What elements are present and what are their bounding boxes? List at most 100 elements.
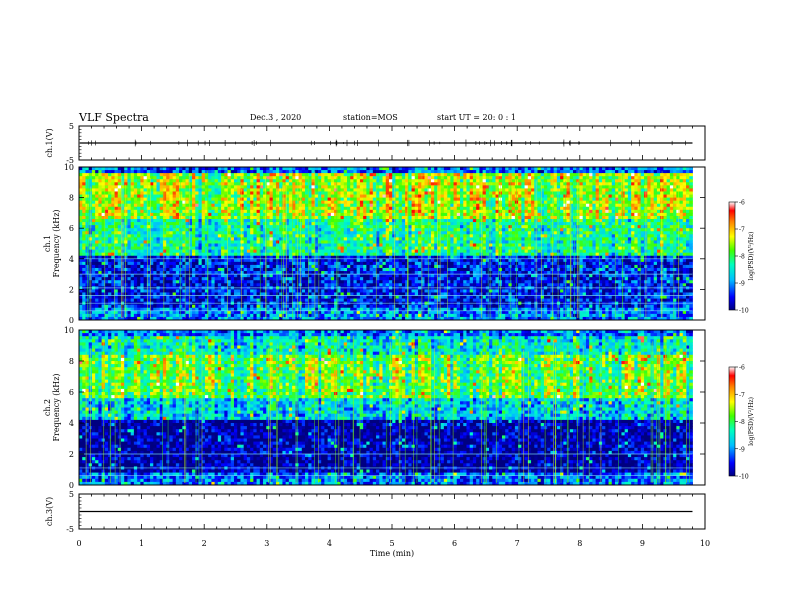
spectrogram-cell	[79, 228, 83, 232]
spectrogram-cell	[204, 237, 209, 241]
spectrogram-cell	[505, 231, 509, 235]
spectrogram-cell	[337, 173, 341, 177]
spectrogram-cell	[230, 225, 235, 229]
spectrogram-cell	[656, 234, 661, 238]
spectrogram-cell	[314, 203, 319, 208]
spectrogram-cell	[356, 209, 361, 214]
spectrogram-cell	[156, 176, 161, 180]
spectrogram-cell	[272, 167, 277, 171]
spectrogram-cell	[250, 240, 254, 244]
spectrogram-cell	[682, 212, 687, 217]
spectrogram-cell	[288, 240, 293, 244]
spectrogram-cell	[301, 179, 306, 183]
spectrogram-cell	[356, 194, 361, 198]
spectrogram-cell	[385, 176, 390, 180]
spectrogram-cell	[337, 200, 341, 205]
spectrogram-cell	[550, 194, 555, 198]
spectrogram-cell	[640, 170, 645, 174]
spectrogram-cell	[447, 179, 451, 183]
spectrogram-cell	[553, 225, 558, 229]
spectrogram-cell	[543, 200, 548, 205]
spectrogram-cell	[201, 203, 206, 208]
spectrogram-cell	[569, 215, 574, 220]
spectrogram-cell	[631, 225, 635, 229]
spectrogram-cell	[637, 170, 642, 174]
spectrogram-cell	[214, 167, 219, 171]
spectrogram-cell	[292, 237, 296, 241]
spectrogram-cell	[686, 212, 690, 217]
spectrogram-cell	[611, 179, 616, 183]
spectrogram-cell	[592, 200, 597, 205]
spectrogram-cell	[256, 237, 261, 241]
spectrogram-cell	[279, 167, 283, 171]
spectrogram-cell	[395, 212, 400, 217]
spectrogram-cell	[192, 173, 196, 177]
spectrogram-cell	[337, 237, 341, 241]
spectrogram-cell	[169, 237, 174, 241]
spectrogram-cell	[537, 237, 542, 241]
spectrogram-cell	[524, 167, 529, 171]
spectrogram-cell	[647, 167, 651, 171]
spectrogram-cell	[495, 194, 500, 198]
y-axis-label: ch.1(V)	[45, 128, 54, 157]
spectrogram-cell	[311, 237, 316, 241]
spectrogram-cell	[531, 237, 535, 241]
spectrogram-cell	[579, 191, 584, 195]
spectrogram-cell	[395, 240, 400, 244]
spectrogram-cell	[618, 170, 622, 174]
spectrogram-cell	[576, 222, 580, 226]
spectrogram-cell	[605, 170, 609, 174]
spectrogram-cell	[624, 209, 629, 214]
spectrogram-cell	[518, 225, 522, 229]
spectrogram-cell	[311, 182, 316, 186]
spectrogram-cell	[640, 191, 645, 195]
spectrogram-cell	[566, 197, 571, 202]
spectrogram-cell	[595, 179, 600, 183]
spectrogram-cell	[653, 185, 658, 189]
spectrogram-cell	[82, 209, 86, 214]
spectrogram-cell	[340, 234, 345, 238]
spectrogram-cell	[440, 203, 445, 208]
spectrogram-cell	[334, 206, 338, 211]
spectrogram-cell	[208, 179, 212, 183]
spectrogram-cell	[146, 225, 151, 229]
spectrogram-cell	[185, 170, 190, 174]
y-tick-label: 8	[69, 194, 74, 203]
spectrogram-cell	[308, 231, 312, 235]
spectrogram-cell	[453, 219, 458, 223]
spectrogram-cell	[127, 194, 132, 198]
spectrogram-cell	[353, 185, 358, 189]
spectrogram-cell	[540, 206, 545, 211]
spectrogram-cell	[340, 167, 345, 171]
spectrogram-cell	[637, 197, 642, 202]
spectrogram-cell	[395, 237, 400, 241]
spectrogram-cell	[350, 228, 354, 232]
spectrogram-cell	[427, 219, 432, 223]
spectrogram-cell	[211, 228, 216, 232]
spectrogram-cell	[111, 237, 115, 241]
spectrogram-cell	[179, 222, 183, 226]
spectrogram-cell	[237, 206, 241, 211]
spectrogram-cell	[501, 212, 506, 217]
spectrogram-cell	[495, 219, 500, 223]
spectrogram-cell	[602, 191, 606, 195]
spectrogram-cell	[350, 209, 354, 214]
spectrogram-cell	[647, 170, 651, 174]
spectrogram-cell	[104, 194, 109, 198]
spectrogram-cell	[566, 173, 571, 177]
spectrogram-cell	[195, 203, 199, 208]
spectrogram-cell	[521, 228, 525, 232]
spectrogram-cell	[314, 215, 319, 220]
spectrogram-cell	[414, 170, 419, 174]
spectrogram-cell	[253, 188, 257, 192]
spectrogram-cell	[676, 179, 680, 183]
spectrogram-cell	[388, 176, 393, 180]
spectrogram-cell	[224, 209, 228, 214]
spectrogram-cell	[208, 194, 212, 198]
spectrogram-cell	[104, 170, 109, 174]
spectrogram-cell	[669, 176, 674, 180]
spectrogram-cell	[217, 191, 222, 195]
spectrogram-cell	[356, 237, 361, 241]
spectrogram-cell	[618, 219, 622, 223]
spectrogram-cell	[405, 188, 409, 192]
